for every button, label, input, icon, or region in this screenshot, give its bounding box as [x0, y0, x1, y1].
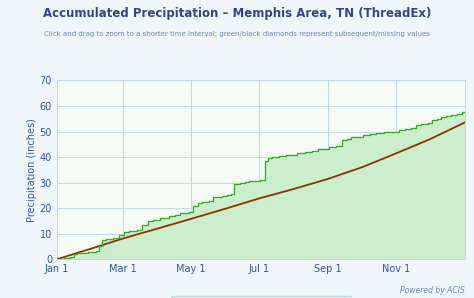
Legend: 2014 accumulation, Normal: 2014 accumulation, Normal — [171, 296, 351, 298]
Text: Click and drag to zoom to a shorter time interval; green/black diamonds represen: Click and drag to zoom to a shorter time… — [44, 31, 430, 37]
Y-axis label: Precipitation (inches): Precipitation (inches) — [27, 118, 37, 222]
Text: Accumulated Precipitation – Memphis Area, TN (ThreadEx): Accumulated Precipitation – Memphis Area… — [43, 7, 431, 21]
Text: Powered by ACIS: Powered by ACIS — [400, 286, 465, 295]
